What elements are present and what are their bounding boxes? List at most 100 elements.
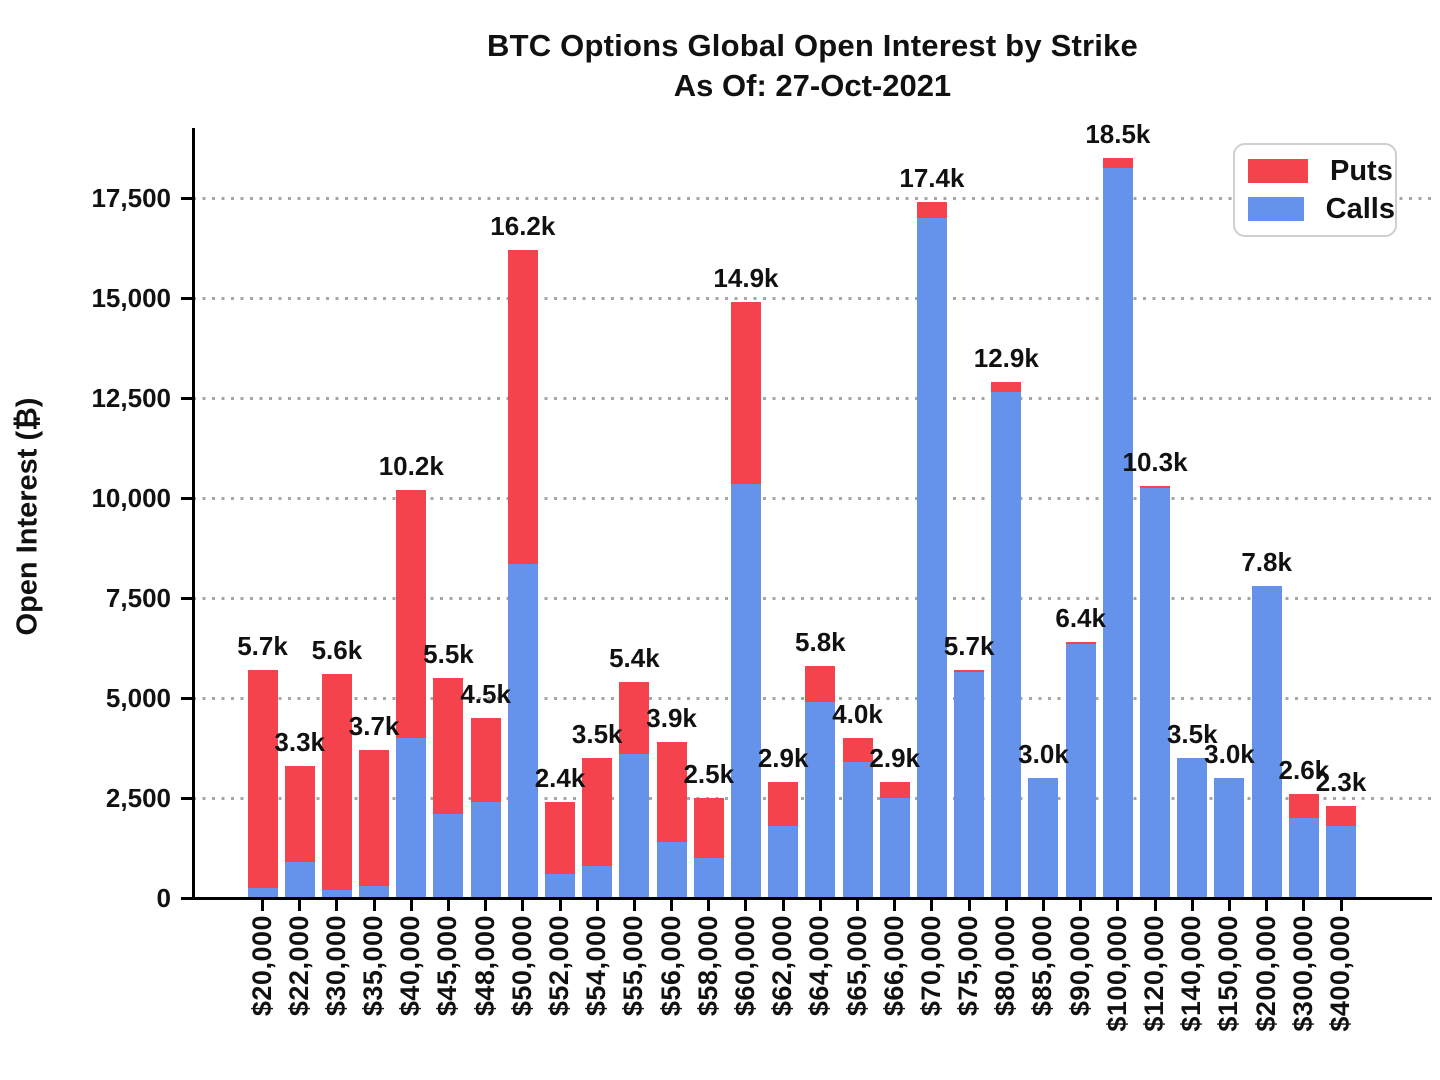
y-axis-label: Open Interest (₿) [11, 397, 44, 636]
chart-subtitle: As Of: 27-Oct-2021 [673, 68, 952, 103]
x-tick-label: $200,000 [1250, 915, 1281, 1032]
bar-puts-segment [656, 742, 687, 842]
bar-calls-segment [805, 702, 836, 898]
legend: Puts Calls [1233, 143, 1397, 237]
bar-$300,000 [1288, 128, 1319, 898]
bar-total-label: 10.2k [378, 451, 444, 481]
y-tick-mark [181, 896, 192, 900]
x-tick-label: $75,000 [953, 915, 984, 1017]
bar-puts-segment [916, 202, 947, 218]
y-tick-label: 15,000 [91, 283, 171, 313]
bar-calls-segment [1140, 488, 1171, 898]
bar-total-label: 5.7k [943, 631, 995, 661]
x-tick-mark [893, 898, 897, 911]
x-tick-mark [1190, 898, 1194, 911]
bar-$400,000 [1326, 128, 1356, 898]
bar-$48,000 [470, 128, 501, 898]
bar-puts-segment [842, 738, 873, 762]
bar-puts-segment [1288, 794, 1319, 818]
x-tick-label: $56,000 [655, 915, 686, 1017]
bar-puts-segment [433, 678, 464, 814]
bar-calls-segment [842, 762, 873, 898]
bar-total-label: 14.9k [713, 263, 779, 293]
bar-calls-segment [321, 890, 352, 898]
bar-total-label: 2.4k [534, 763, 586, 793]
bar-$200,000 [1251, 128, 1282, 898]
y-tick-label: 0 [156, 883, 171, 913]
bar-puts-segment [507, 250, 538, 564]
y-tick-mark [181, 696, 192, 700]
y-axis-spine [192, 128, 195, 900]
x-tick-label: $400,000 [1325, 915, 1355, 1032]
bar-$140,000 [1177, 128, 1208, 898]
x-tick-mark [558, 898, 562, 911]
bar-puts-segment [768, 782, 799, 826]
bar-calls-segment [545, 874, 576, 898]
y-tick-label: 5,000 [105, 683, 171, 713]
y-tick-mark [181, 496, 192, 500]
bar-$20,000 [247, 128, 278, 898]
x-tick-mark [484, 898, 488, 911]
bar-$64,000 [805, 128, 836, 898]
y-tick-mark [181, 396, 192, 400]
bar-$45,000 [433, 128, 464, 898]
x-tick-label: $35,000 [358, 915, 389, 1017]
bar-total-label: 2.6k [1278, 755, 1330, 785]
bar-puts-segment [1102, 158, 1133, 168]
bar-total-label: 3.0k [1204, 739, 1255, 769]
bar-total-label: 5.8k [795, 627, 846, 657]
bar-puts-segment [247, 670, 278, 888]
bar-calls-segment [470, 802, 501, 898]
x-tick-mark [1302, 898, 1306, 911]
bar-puts-segment [284, 766, 315, 862]
bar-puts-segment [879, 782, 910, 798]
bar-total-label: 5.4k [609, 643, 660, 673]
bar-$65,000 [842, 128, 873, 898]
bar-total-label: 3.9k [646, 703, 697, 733]
bar-$100,000 [1102, 128, 1133, 898]
bar-calls-segment [1326, 826, 1356, 898]
puts-legend-label: Puts [1330, 154, 1393, 187]
bar-calls-segment [359, 886, 390, 898]
bar-total-label: 4.5k [460, 679, 511, 709]
bar-puts-segment [991, 382, 1022, 392]
y-tick-label: 12,500 [91, 383, 171, 413]
bar-$150,000 [1214, 128, 1245, 898]
x-tick-mark [1004, 898, 1008, 911]
bar-total-label: 12.9k [973, 343, 1039, 373]
bar-total-label: 3.3k [274, 727, 325, 757]
bar-puts-segment [545, 802, 576, 874]
bar-$58,000 [693, 128, 724, 898]
bar-puts-segment [359, 750, 390, 886]
bar-total-label: 3.7k [348, 711, 400, 741]
bar-$52,000 [545, 128, 576, 898]
x-tick-label: $54,000 [581, 915, 612, 1017]
bar-total-label: 7.8k [1241, 547, 1292, 577]
y-tick-label: 17,500 [91, 183, 171, 213]
x-tick-label: $65,000 [841, 915, 872, 1017]
bar-$22,000 [284, 128, 315, 898]
x-tick-label: $22,000 [283, 915, 314, 1017]
x-tick-label: $120,000 [1139, 915, 1170, 1032]
bar-$62,000 [768, 128, 799, 898]
x-tick-mark [1116, 898, 1120, 911]
bar-calls-segment [693, 858, 724, 898]
bar-puts-segment [693, 798, 724, 858]
bar-$80,000 [991, 128, 1022, 898]
bar-calls-segment [768, 826, 799, 898]
calls-legend-label: Calls [1325, 192, 1395, 225]
x-tick-label: $52,000 [544, 915, 575, 1017]
bar-total-label: 3.5k [571, 719, 623, 749]
x-tick-label: $80,000 [990, 915, 1021, 1017]
x-tick-label: $90,000 [1064, 915, 1095, 1017]
x-tick-mark [298, 898, 302, 911]
y-tick-label: 7,500 [105, 583, 171, 613]
bar-total-label: 17.4k [899, 163, 965, 193]
bar-puts-segment [619, 682, 650, 754]
gridline-12,500 [193, 396, 1432, 400]
bar-total-label: 5.6k [311, 635, 363, 665]
bar-$50,000 [507, 128, 538, 898]
bar-total-label: 2.3k [1315, 767, 1367, 797]
x-tick-mark [818, 898, 822, 911]
x-tick-label: $55,000 [618, 915, 649, 1017]
